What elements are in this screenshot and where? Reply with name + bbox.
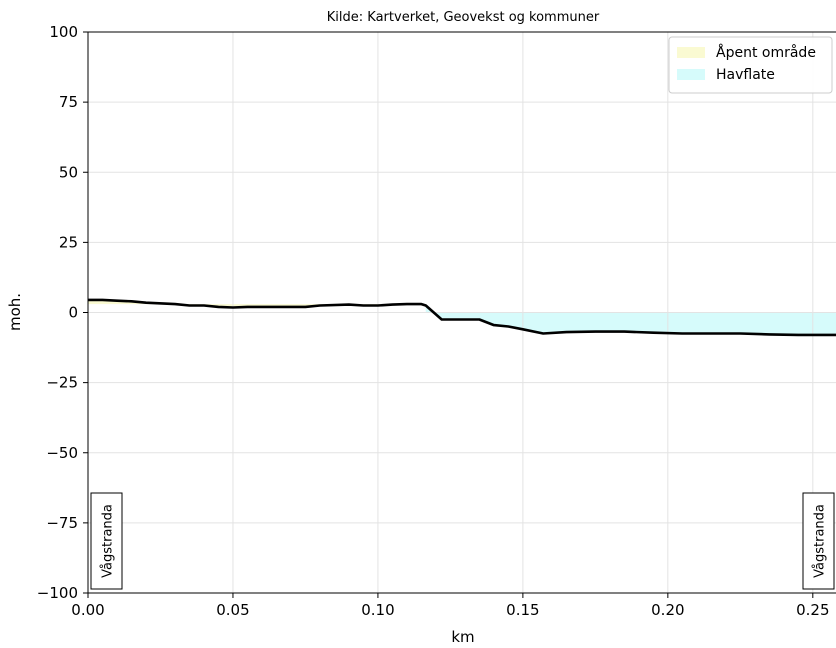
legend-label: Havflate <box>716 67 775 83</box>
x-tick-label: 0.20 <box>651 601 684 619</box>
endpoint-box <box>802 492 835 590</box>
legend: Åpent område Havflate <box>668 36 833 94</box>
legend-item-2: Havflate <box>677 67 775 83</box>
legend-swatch <box>677 69 705 80</box>
legend-item-1: Åpent område <box>677 44 816 61</box>
legend-swatch <box>677 47 705 58</box>
axes: 0.00 0.05 0.10 0.15 0.20 0.25 100 75 50 25 0 −25 −50… <box>37 23 836 619</box>
endpoint-labels: Vågstranda Vågstranda <box>90 492 835 590</box>
profile-line <box>88 298 836 337</box>
y-axis-label: moh. <box>6 293 24 331</box>
endpoint-label-1: Vågstranda <box>90 492 123 590</box>
x-tick-label: 0.05 <box>216 601 249 619</box>
endpoint-label-text: Vågstranda <box>813 504 828 578</box>
y-tick-label: −50 <box>46 444 78 462</box>
legend-label: Åpent område <box>716 44 816 61</box>
x-tick-label: 0.25 <box>796 601 829 619</box>
y-tick-label: −75 <box>46 514 78 532</box>
y-tick-label: 50 <box>59 163 78 181</box>
gridlines <box>87 31 836 594</box>
y-tick-label: 100 <box>49 23 78 41</box>
y-tick-label: −25 <box>46 374 78 392</box>
endpoint-label-2: Vågstranda <box>802 492 835 590</box>
y-tick-label: 75 <box>59 93 78 111</box>
region-fill-2 <box>425 305 836 335</box>
chart-title: Kilde: Kartverket, Geovekst og kommuner <box>327 10 600 25</box>
y-tick-label: 0 <box>68 304 78 322</box>
x-tick-label: 0.10 <box>361 601 394 619</box>
legend-box <box>668 36 833 94</box>
endpoint-box <box>90 492 123 590</box>
y-tick-label: 25 <box>59 233 78 251</box>
y-tick-label: −100 <box>37 584 78 602</box>
x-tick-label: 0.00 <box>71 601 104 619</box>
endpoint-label-text: Vågstranda <box>101 504 116 578</box>
x-tick-label: 0.15 <box>506 601 539 619</box>
x-axis-label: km <box>451 628 474 646</box>
profile-line-group <box>88 298 836 337</box>
